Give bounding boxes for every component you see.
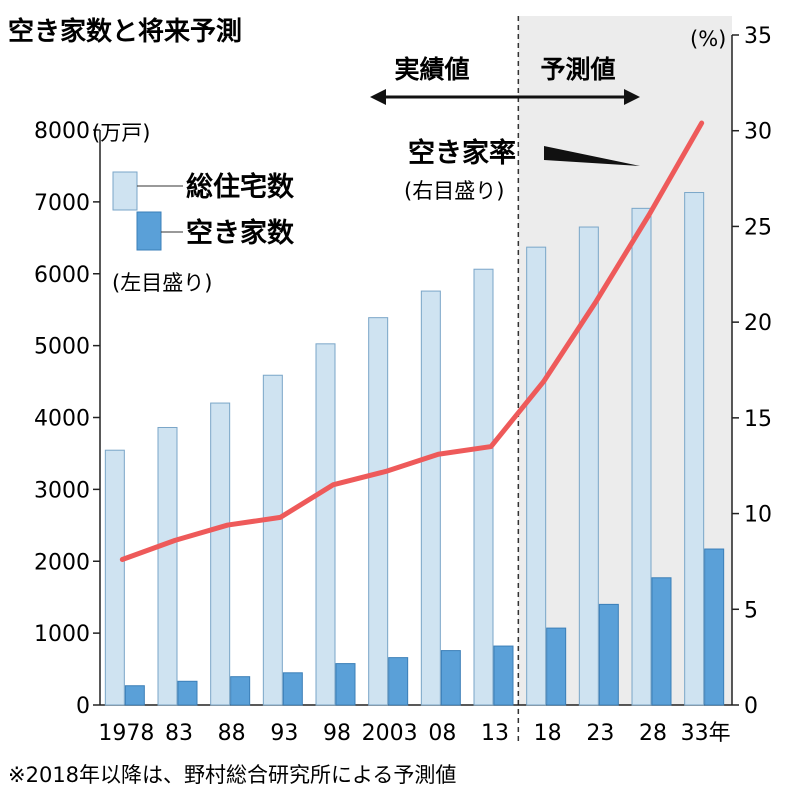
left-tick-label: 7000 — [34, 191, 90, 216]
left-tick-label: 3000 — [34, 478, 90, 503]
left-tick-label: 8000 — [34, 119, 90, 144]
right-axis-unit: (%) — [690, 27, 726, 51]
bar-total-housing — [684, 192, 705, 706]
bar-vacant-housing — [388, 657, 409, 706]
left-tick-label: 4000 — [34, 407, 90, 432]
legend-label-total: 総住宅数 — [186, 171, 295, 203]
bar-vacant-housing — [282, 672, 303, 706]
bar-vacant-housing — [704, 548, 725, 706]
right-tick-label: 10 — [744, 503, 772, 528]
left-tick-label: 6000 — [34, 263, 90, 288]
legend-scale-note: (左目盛り) — [112, 271, 212, 295]
bar-vacant-housing — [230, 676, 251, 706]
legend-label-vacant: 空き家数 — [186, 217, 295, 249]
x-tick-label: 2003 — [362, 721, 418, 746]
bar-total-housing — [157, 426, 178, 706]
x-tick-label: 23 — [586, 721, 614, 746]
bar-vacant-housing — [598, 603, 619, 706]
right-tick-label: 35 — [744, 24, 772, 49]
bar-vacant-housing — [335, 663, 356, 706]
bar-total-housing — [631, 207, 652, 706]
x-tick-label: 18 — [534, 721, 562, 746]
legend: 総住宅数 空き家数 (左目盛り) — [112, 171, 295, 295]
bar-vacant-housing — [124, 685, 145, 706]
bar-vacant-housing — [546, 627, 567, 706]
left-tick-label: 1000 — [34, 622, 90, 647]
x-tick-label: 13 — [481, 721, 509, 746]
bar-total-housing — [315, 343, 336, 706]
bar-total-housing — [578, 226, 599, 706]
phase-double-arrow — [370, 89, 640, 105]
rate-scale-note: (右目盛り) — [404, 179, 504, 203]
bar-total-housing — [368, 317, 389, 706]
rate-label: 空き家率 — [408, 137, 516, 169]
legend-swatch-total — [112, 171, 138, 211]
phase-forecast-label: 予測値 — [540, 55, 615, 84]
bar-total-housing — [473, 268, 494, 706]
footnote: ※2018年以降は、野村総合研究所による予測値 — [8, 763, 456, 787]
left-tick-label: 0 — [76, 694, 90, 719]
bar-vacant-housing — [493, 645, 514, 706]
x-tick-label: 83 — [165, 721, 193, 746]
x-tick-label: 08 — [428, 721, 456, 746]
x-tick-label: 88 — [218, 721, 246, 746]
x-tick-label: 33年 — [681, 721, 731, 746]
bar-vacant-housing — [651, 577, 672, 706]
chart-title: 空き家数と将来予測 — [8, 16, 242, 47]
right-tick-label: 30 — [744, 120, 772, 145]
left-axis-unit: (万戸) — [92, 121, 150, 145]
phase-actual-label: 実績値 — [394, 55, 469, 84]
bar-total-housing — [420, 290, 441, 706]
rate-annotation: 空き家率 (右目盛り) — [404, 137, 640, 203]
bars-group — [104, 192, 725, 706]
right-tick-label: 15 — [744, 407, 772, 432]
bar-total-housing — [526, 246, 547, 706]
right-tick-label: 25 — [744, 215, 772, 240]
right-tick-label: 5 — [744, 598, 758, 623]
bar-total-housing — [262, 374, 283, 706]
left-tick-label: 2000 — [34, 550, 90, 575]
x-tick-label: 1978 — [98, 721, 154, 746]
right-tick-label: 20 — [744, 311, 772, 336]
axes: 0 1000 2000 3000 4000 5000 6000 7000 8000 0 5 10 15 2… — [34, 24, 772, 719]
bar-total-housing — [210, 402, 231, 706]
rate-pointer — [544, 146, 640, 166]
x-tick-labels: 1978 83 88 93 98 2003 08 13 18 23 28 33年 — [98, 721, 730, 746]
x-tick-label: 28 — [639, 721, 667, 746]
bar-total-housing — [104, 449, 125, 706]
vacancy-rate-line — [119, 120, 705, 563]
bar-vacant-housing — [177, 680, 198, 706]
left-tick-label: 5000 — [34, 335, 90, 360]
right-tick-label: 0 — [744, 694, 758, 719]
x-tick-label: 93 — [270, 721, 298, 746]
legend-swatch-vacant — [136, 211, 162, 251]
rate-line-group — [119, 120, 705, 563]
bar-vacant-housing — [440, 650, 461, 706]
x-tick-label: 98 — [323, 721, 351, 746]
